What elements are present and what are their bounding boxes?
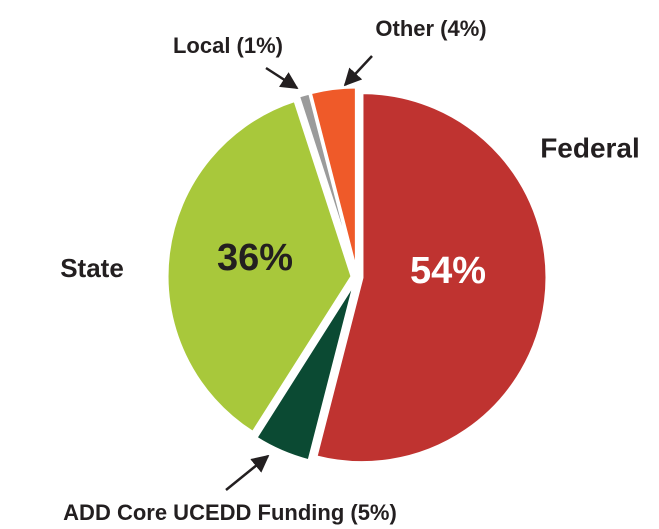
category-label: Local (1%): [173, 33, 283, 58]
label-arrow: [225, 454, 270, 491]
pie-slice: [253, 280, 357, 463]
pie: [165, 85, 549, 465]
labels: Federal 54% ADD Core UCEDD Funding (5%) Sta…: [60, 16, 640, 525]
label-arrow: [265, 66, 299, 90]
pie-slice: [165, 98, 354, 435]
category-label: Federal: [540, 132, 640, 163]
pie-slice: [314, 91, 549, 465]
pie-slice: [308, 85, 358, 273]
category-label: Other (4%): [375, 16, 486, 41]
value-label: 54%: [410, 250, 486, 292]
value-label: 36%: [217, 237, 293, 279]
label-arrow: [343, 55, 373, 87]
category-label: State: [60, 253, 124, 283]
category-label: ADD Core UCEDD Funding (5%): [63, 500, 397, 525]
